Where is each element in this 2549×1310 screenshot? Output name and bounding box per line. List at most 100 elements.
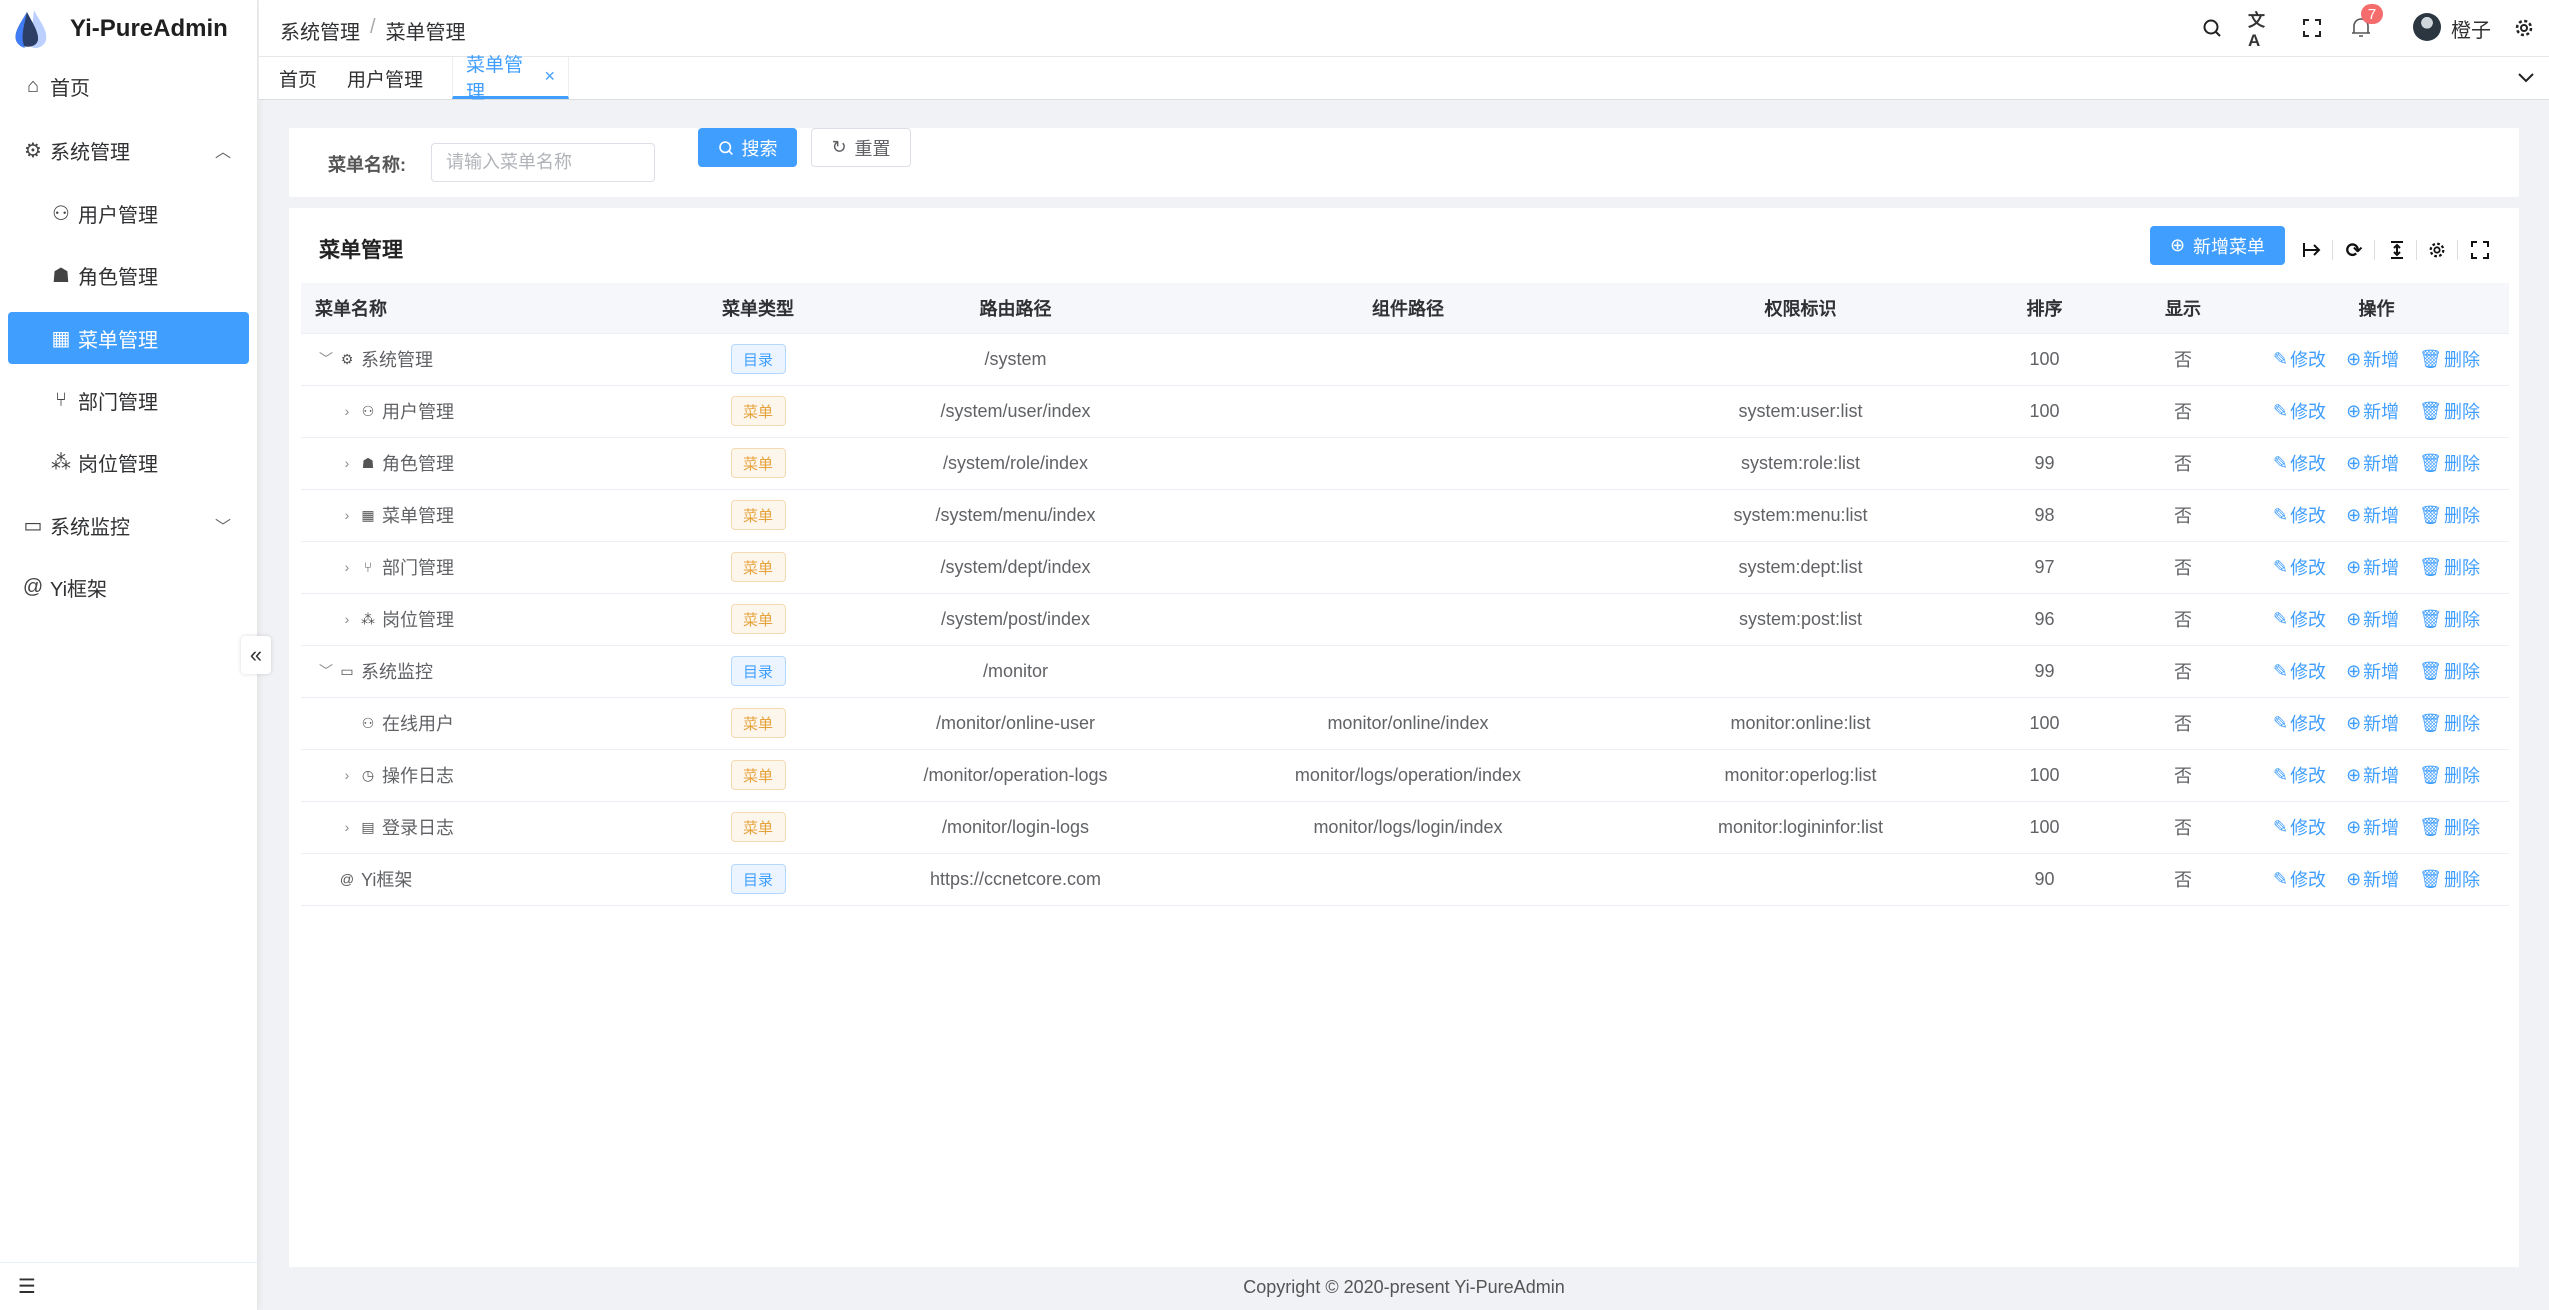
edit-button[interactable]: ✎ 修改	[2273, 814, 2326, 840]
search-icon[interactable]	[2199, 15, 2225, 41]
fullscreen-icon[interactable]	[2299, 15, 2325, 41]
tab-label: 首页	[279, 69, 318, 91]
edit-button[interactable]: ✎ 修改	[2273, 710, 2326, 736]
delete-button[interactable]: 🗑︎ 删除	[2419, 450, 2480, 476]
delete-button[interactable]: 🗑︎ 删除	[2419, 346, 2480, 372]
search-button[interactable]: 搜索	[698, 128, 797, 167]
tab-menu-management[interactable]: 菜单管理 ×	[452, 55, 569, 103]
translate-icon[interactable]: 文A	[2248, 10, 2265, 50]
sidebar-item[interactable]: ⚇ 用户管理	[8, 187, 249, 239]
add-button[interactable]: ⊕ 新增	[2346, 866, 2399, 892]
sidebar-item[interactable]: @ Yi框架	[8, 561, 249, 613]
edit-button[interactable]: ✎ 修改	[2273, 658, 2326, 684]
edit-button[interactable]: ✎ 修改	[2273, 762, 2326, 788]
add-button[interactable]: ⊕ 新增	[2346, 398, 2399, 424]
visible: 否	[2122, 593, 2244, 646]
delete-button[interactable]: 🗑︎ 删除	[2419, 502, 2480, 528]
edit-button[interactable]: ✎ 修改	[2273, 606, 2326, 632]
sidebar-item[interactable]: ☗ 角色管理	[8, 249, 249, 301]
chevron-right-icon[interactable]: ›	[344, 559, 350, 575]
tab-home[interactable]: 首页	[266, 57, 330, 99]
sidebar-item[interactable]: ⑂ 部门管理	[8, 374, 249, 426]
grid-icon: ▦	[51, 327, 71, 350]
chevron-down-icon[interactable]: ﹀	[319, 663, 333, 679]
edit-label: 修改	[2290, 350, 2327, 370]
sidebar: Yi-PureAdmin ⌂ 首页 ⚙ 系统管理 ︿ ⚇ 用户管理 ☗ 角色管理 ▦ 菜单管理 ⑂ 部门…	[0, 0, 271, 1310]
delete-label: 删除	[2444, 558, 2481, 578]
chevron-down-icon[interactable]: ﹀	[319, 351, 333, 367]
chevron-right-icon[interactable]: ›	[344, 507, 350, 523]
close-icon[interactable]: ×	[544, 66, 555, 86]
add-button[interactable]: ⊕ 新增	[2346, 346, 2399, 372]
route-path: /system	[849, 333, 1182, 386]
edit-button[interactable]: ✎ 修改	[2273, 502, 2326, 528]
sidebar-item[interactable]: ⁂ 岗位管理	[8, 436, 249, 488]
chevron-right-icon[interactable]: ›	[344, 403, 350, 419]
logo[interactable]: Yi-PureAdmin	[14, 8, 228, 50]
gear-icon: ⚙	[24, 139, 42, 162]
reset-button[interactable]: ↻ 重置	[811, 128, 911, 167]
chevron-right-icon[interactable]: ›	[344, 455, 350, 471]
density-icon[interactable]	[2383, 236, 2411, 264]
delete-button[interactable]: 🗑︎ 删除	[2419, 866, 2480, 892]
delete-button[interactable]: 🗑︎ 删除	[2419, 710, 2480, 736]
refresh-icon: ↻	[831, 137, 847, 157]
add-button[interactable]: ⊕ 新增	[2346, 762, 2399, 788]
chevron-right-icon[interactable]: ›	[344, 767, 350, 783]
edit-icon: ✎	[2272, 400, 2289, 421]
delete-button[interactable]: 🗑︎ 删除	[2419, 398, 2480, 424]
menu-name: 在线用户	[382, 714, 454, 734]
add-button[interactable]: ⊕ 新增	[2346, 606, 2399, 632]
breadcrumb: 系统管理 / 菜单管理	[280, 16, 466, 45]
breadcrumb-item[interactable]: 系统管理	[280, 22, 360, 44]
component-path	[1182, 333, 1634, 386]
user-icon: ⚇	[52, 202, 70, 225]
route-path: /monitor/login-logs	[849, 801, 1182, 854]
sidebar-item[interactable]: ⌂ 首页	[8, 60, 249, 112]
add-menu-button[interactable]: ⊕ 新增菜单	[2150, 226, 2285, 265]
table-row: › ☗ 角色管理 菜单 /system/role/index system:ro…	[301, 437, 2509, 490]
tab-label: 菜单管理	[466, 54, 524, 103]
delete-button[interactable]: 🗑︎ 删除	[2419, 814, 2480, 840]
edit-button[interactable]: ✎ 修改	[2273, 866, 2326, 892]
add-button[interactable]: ⊕ 新增	[2346, 554, 2399, 580]
add-button[interactable]: ⊕ 新增	[2346, 710, 2399, 736]
delete-button[interactable]: 🗑︎ 删除	[2419, 554, 2480, 580]
add-button[interactable]: ⊕ 新增	[2346, 450, 2399, 476]
sidebar-item[interactable]: ▭ 系统监控 ﹀	[8, 499, 249, 551]
delete-button[interactable]: 🗑︎ 删除	[2419, 606, 2480, 632]
avatar[interactable]	[2413, 13, 2441, 41]
delete-button[interactable]: 🗑︎ 删除	[2419, 762, 2480, 788]
add-button[interactable]: ⊕ 新增	[2346, 658, 2399, 684]
delete-button[interactable]: 🗑︎ 删除	[2419, 658, 2480, 684]
chevron-down-icon[interactable]	[2513, 65, 2539, 91]
edit-button[interactable]: ✎ 修改	[2273, 346, 2326, 372]
visible: 否	[2122, 645, 2244, 698]
collapse-sidebar-button[interactable]: «	[241, 636, 271, 674]
table-row: ﹀ ▭ 系统监控 目录 /monitor 99 否 ✎ 修改 ⊕ 新增 🗑︎ 删除	[301, 645, 2509, 698]
menu-name-input[interactable]	[431, 143, 655, 182]
logo-drop-icon	[15, 10, 47, 48]
chevron-right-icon[interactable]: ›	[344, 819, 350, 835]
expand-all-icon[interactable]	[2298, 236, 2326, 264]
edit-button[interactable]: ✎ 修改	[2273, 398, 2326, 424]
settings-gear-icon[interactable]	[2511, 15, 2537, 41]
refresh-icon[interactable]: ⟳	[2345, 239, 2363, 262]
tab-user-management[interactable]: 用户管理	[334, 57, 436, 99]
add-button[interactable]: ⊕ 新增	[2346, 502, 2399, 528]
sidebar-item[interactable]: ▦ 菜单管理	[8, 312, 249, 364]
chevron-right-icon[interactable]: ›	[344, 611, 350, 627]
table-title: 菜单管理	[319, 239, 403, 262]
add-button[interactable]: ⊕ 新增	[2346, 814, 2399, 840]
fullscreen-icon[interactable]	[2466, 236, 2494, 264]
visible: 否	[2122, 853, 2244, 906]
menu-type-tag: 菜单	[730, 604, 786, 634]
route-path: https://ccnetcore.com	[849, 853, 1182, 906]
user-icon: ⚇	[361, 402, 375, 419]
username[interactable]: 橙子	[2451, 20, 2491, 42]
edit-button[interactable]: ✎ 修改	[2273, 554, 2326, 580]
column-settings-icon[interactable]	[2423, 236, 2451, 264]
edit-button[interactable]: ✎ 修改	[2273, 450, 2326, 476]
sidebar-toggle-button[interactable]: ☰	[0, 1262, 258, 1310]
sidebar-item[interactable]: ⚙ 系统管理 ︿	[8, 124, 249, 176]
